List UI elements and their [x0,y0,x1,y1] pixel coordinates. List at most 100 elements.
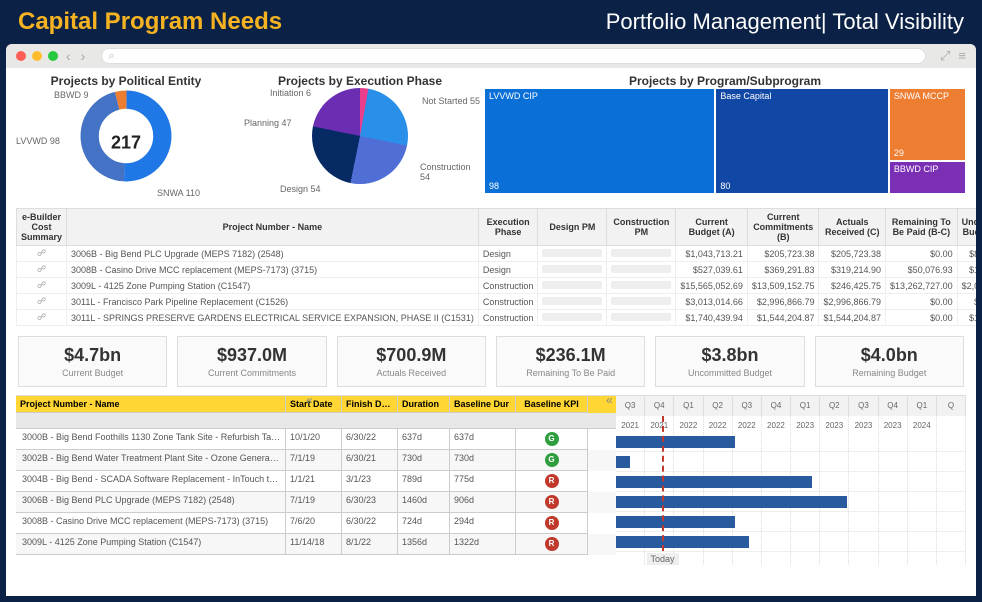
treemap-chart[interactable]: LVVWD CIP 98 Base Capital 80 SNWA MCCP 2… [484,88,966,194]
window-close-icon[interactable] [16,51,26,61]
gantt-bar-row [616,512,966,532]
pie-chart-panel: Projects by Execution Phase Initiation 6… [240,74,480,204]
page-header: Capital Program Needs Portfolio Manageme… [0,0,982,44]
cell-budget: $1,043,713.21 [676,246,748,262]
kpi-label: Remaining Budget [820,368,959,378]
gantt-bar[interactable] [616,456,630,468]
gantt-row[interactable]: 3008B - Casino Drive MCC replacement (ME… [16,513,616,534]
donut-chart-panel: Projects by Political Entity 217 BBWD 9 … [16,74,236,204]
treemap-title: Projects by Program/Subprogram [484,74,966,88]
kpi-card: $236.1MRemaining To Be Paid [496,336,645,387]
pie-label-construction: Construction 54 [420,162,480,182]
cell-name: 3009L - 4125 Zone Pumping Station (C1547… [67,278,479,294]
window-min-icon[interactable] [32,51,42,61]
table-row[interactable]: ☍3011L - SPRINGS PRESERVE GARDENS ELECTR… [17,310,977,326]
table-row[interactable]: ☍3009L - 4125 Zone Pumping Station (C154… [17,278,977,294]
col-ebuilder[interactable]: e-Builder Cost Summary [17,209,67,246]
gantt-col-start[interactable]: Start Date [286,396,342,413]
gantt-col-name[interactable]: Project Number - Name [16,396,286,413]
table-row[interactable]: ☍3011L - Francisco Park Pipeline Replace… [17,294,977,310]
gantt-col-bdur[interactable]: Baseline Dur [450,396,516,413]
cell-constpm [607,246,676,262]
gantt-bar[interactable] [616,476,812,488]
cell-constpm [607,294,676,310]
gantt-bar[interactable] [616,536,749,548]
treemap-cell-snwa[interactable]: SNWA MCCP 29 [889,88,966,161]
donut-label-bbwd: BBWD 9 [54,90,89,100]
gantt-bar[interactable] [616,496,847,508]
gantt-timeline[interactable]: Q3 2021Q4 2021Q1 2022Q2 2022Q3 2022Q4 20… [616,396,966,565]
pie-title: Projects by Execution Phase [240,74,480,88]
col-phase[interactable]: Execution Phase [478,209,538,246]
col-constpm[interactable]: Construction PM [607,209,676,246]
table-row[interactable]: ☍3008B - Casino Drive MCC replacement (M… [17,262,977,278]
link-icon[interactable]: ☍ [17,278,67,294]
donut-title: Projects by Political Entity [16,74,236,88]
col-designpm[interactable]: Design PM [538,209,607,246]
treemap-cell-base[interactable]: Base Capital 80 [715,88,889,194]
treemap-cell-lvvwd[interactable]: LVVWD CIP 98 [484,88,715,194]
col-actual[interactable]: Actuals Received (C) [819,209,886,246]
gantt-cell-dur: 1356d [398,534,450,555]
gantt-col-finish[interactable]: Finish Date [342,396,398,413]
kpi-label: Uncommitted Budget [660,368,799,378]
kpi-card: $3.8bn Uncommitted Budget [655,336,804,387]
collapse-right-icon[interactable]: « [606,393,613,407]
treemap-panel: Projects by Program/Subprogram LVVWD CIP… [484,74,966,204]
dashboard-content: Projects by Political Entity 217 BBWD 9 … [6,68,976,596]
gantt-col-kpi[interactable]: Baseline KPI [516,396,588,413]
cell-phase: Construction [478,294,538,310]
gantt-bar[interactable] [616,436,735,448]
col-remain[interactable]: Remaining To Be Paid (B-C) [886,209,958,246]
gantt-time-header: Q2 2022 [704,396,733,416]
col-name[interactable]: Project Number - Name [67,209,479,246]
address-bar[interactable]: ⌕ [101,48,926,64]
donut-center-value: 217 [111,133,141,154]
gantt-bar-row [616,472,966,492]
gantt-table[interactable]: Project Number - Name Start Date Finish … [16,396,616,565]
link-icon[interactable]: ☍ [17,246,67,262]
gantt-row[interactable]: 3002B - Big Bend Water Treatment Plant S… [16,450,616,471]
gantt-row[interactable]: 3006B - Big Bend PLC Upgrade (MEPS 7182)… [16,492,616,513]
gantt-cell-finish: 6/30/22 [342,429,398,450]
kpi-value: $3.8bn [660,345,799,366]
gantt-row[interactable]: 3000B - Big Bend Foothills 1130 Zone Tan… [16,429,616,450]
pie-label-notstarted: Not Started 55 [422,96,480,106]
cell-remain: $0.00 [886,310,958,326]
menu-icon[interactable]: ≡ [958,48,966,64]
cell-remain: $0.00 [886,294,958,310]
gantt-cell-dur: 730d [398,450,450,471]
cell-constpm [607,278,676,294]
col-budget[interactable]: Current Budget (A) [676,209,748,246]
gantt-cell-name: 3004B - Big Bend - SCADA Software Replac… [16,471,286,492]
gantt-row[interactable]: 3009L - 4125 Zone Pumping Station (C1547… [16,534,616,555]
col-commit[interactable]: Current Commitments (B) [747,209,819,246]
cell-name: 3011L - SPRINGS PRESERVE GARDENS ELECTRI… [67,310,479,326]
gantt-row[interactable]: 3004B - Big Bend - SCADA Software Replac… [16,471,616,492]
gantt-time-header: Q1 2023 [791,396,820,416]
gantt-bar-row [616,532,966,552]
table-header-row: e-Builder Cost Summary Project Number - … [17,209,977,246]
table-row[interactable]: ☍3006B - Big Bend PLC Upgrade (MEPS 7182… [17,246,977,262]
expand-icon[interactable]: ⤢ [940,48,950,64]
gantt-cell-name: 3006B - Big Bend PLC Upgrade (MEPS 7182)… [16,492,286,513]
nav-back-icon[interactable]: ‹ [64,48,73,64]
col-uncommit[interactable]: Uncommitted Budget (A-B) [957,209,976,246]
window-max-icon[interactable] [48,51,58,61]
projects-table[interactable]: e-Builder Cost Summary Project Number - … [16,208,976,326]
gantt-time-header: Q4 2022 [762,396,791,416]
link-icon[interactable]: ☍ [17,294,67,310]
gantt-cell-kpi: R [516,534,588,555]
kpi-value: $4.7bn [23,345,162,366]
link-icon[interactable]: ☍ [17,310,67,326]
treemap-cell-bbwd[interactable]: BBWD CIP [889,161,966,194]
collapse-left-icon[interactable]: « [306,393,313,407]
page-title: Capital Program Needs [18,8,282,36]
kpi-value: $937.0M [182,345,321,366]
gantt-bar[interactable] [616,516,735,528]
pie-chart[interactable] [312,88,408,184]
nav-fwd-icon[interactable]: › [79,48,88,64]
link-icon[interactable]: ☍ [17,262,67,278]
gantt-col-dur[interactable]: Duration [398,396,450,413]
kpi-status-icon: R [545,495,559,509]
